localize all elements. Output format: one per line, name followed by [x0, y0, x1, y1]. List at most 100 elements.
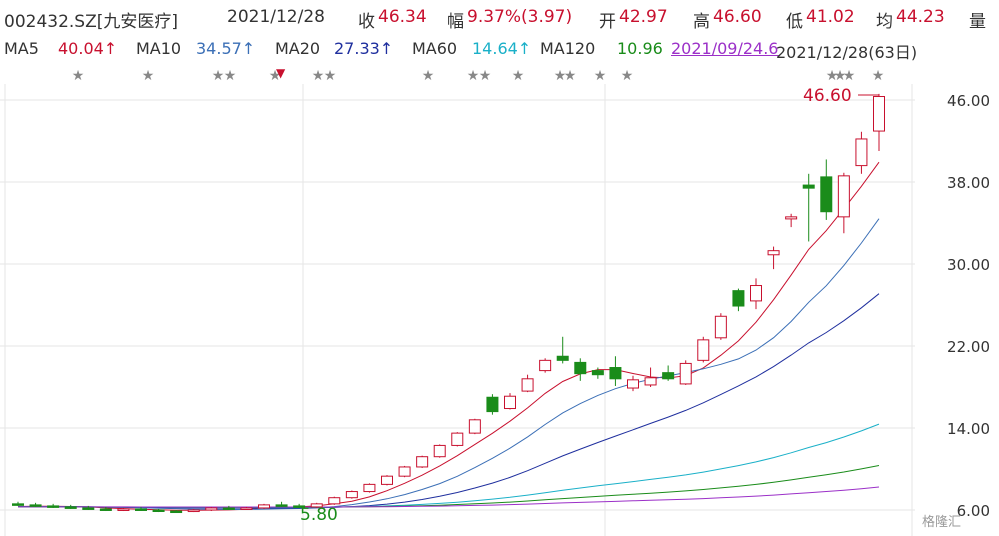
- ma250-line: [18, 486, 880, 508]
- quote-header: 002432.SZ[九安医疗] 2021/12/28 收 46.34 幅 9.3…: [0, 0, 999, 36]
- candle-body: [591, 370, 604, 376]
- event-star-icon: ★: [843, 68, 856, 84]
- ma5-value: 40.04↑: [58, 39, 118, 58]
- ma120-line: [18, 465, 880, 508]
- candle: [117, 507, 130, 512]
- ma20-value: 27.33↑: [334, 39, 394, 58]
- low-price-annotation: 5.80: [300, 505, 338, 525]
- candle: [99, 506, 112, 512]
- candle-body: [714, 315, 727, 339]
- high-value: 46.60: [713, 7, 762, 27]
- y-axis-label: 38.00: [947, 174, 990, 192]
- event-star-icon: ★: [512, 68, 525, 84]
- candle: [152, 508, 165, 513]
- candle-body: [82, 507, 95, 510]
- event-star-icon: ★: [621, 68, 634, 84]
- candle: [873, 93, 885, 152]
- high-label: 高: [693, 12, 710, 32]
- candle: [258, 503, 270, 509]
- quote-date: 2021/12/28: [227, 7, 325, 27]
- candle: [732, 288, 745, 312]
- candle: [802, 173, 815, 242]
- change-label: 幅: [447, 12, 464, 32]
- candle: [486, 394, 499, 415]
- event-star-icon: ★: [826, 68, 839, 84]
- candle-body: [205, 507, 218, 511]
- candle-body: [29, 504, 42, 507]
- chart-grid: [0, 84, 915, 536]
- candle-body: [170, 510, 183, 514]
- candle-body: [802, 184, 815, 189]
- event-star-icon: ★: [594, 68, 607, 84]
- candle-body: [275, 504, 288, 507]
- candle-body: [328, 497, 341, 505]
- ma5-line: [17, 161, 880, 511]
- candle-body: [293, 505, 306, 508]
- candle-body: [398, 466, 411, 477]
- candle: [433, 444, 446, 458]
- candle: [64, 504, 77, 509]
- event-star-icon: ★: [554, 68, 567, 84]
- candle-body: [750, 285, 762, 302]
- candle-body: [855, 138, 868, 167]
- candle-body: [416, 456, 429, 468]
- candle-body: [345, 491, 358, 499]
- candle-body: [574, 361, 587, 375]
- candle: [187, 508, 200, 513]
- candle: [627, 375, 639, 392]
- candle: [609, 356, 622, 386]
- candle: [697, 336, 710, 363]
- candle-body: [873, 96, 885, 132]
- stock-symbol[interactable]: 002432.SZ[九安医疗]: [4, 12, 179, 32]
- event-marker-icon[interactable]: ▼: [276, 66, 286, 80]
- ma60-label: MA60: [412, 39, 458, 58]
- candle-body: [12, 503, 24, 506]
- candle: [539, 358, 552, 373]
- open-value: 42.97: [619, 7, 668, 27]
- candle: [785, 213, 798, 228]
- candle-body: [521, 378, 534, 392]
- candlestick-chart[interactable]: ★ ★ ★ ★ ★ ★ ★ ★ ★ ★ ★ ★★ ★ ★ ★ ★★ ★ 46.0038.0030.0022.00…: [0, 64, 999, 536]
- moving-average-legend: MA5 40.04↑ MA10 34.57↑ MA20 27.33↑ MA60 …: [0, 36, 999, 64]
- candle-body: [820, 176, 833, 213]
- ma250-value: 2021/09/24.6: [671, 39, 779, 58]
- candle: [135, 506, 147, 512]
- low-value: 41.02: [806, 7, 855, 27]
- candle-body: [679, 362, 692, 385]
- candle-body: [662, 372, 675, 380]
- candle: [820, 159, 833, 220]
- candle: [714, 313, 727, 340]
- event-star-icon: ★: [312, 68, 325, 84]
- event-star-icon: ★: [142, 68, 155, 84]
- candle-body: [363, 483, 376, 493]
- ma120-label: MA120: [540, 39, 596, 58]
- candle: [240, 506, 253, 510]
- candle: [398, 465, 411, 478]
- watermark-logo: 格隆汇: [922, 514, 961, 530]
- candle: [416, 455, 429, 468]
- y-axis-label: 30.00: [947, 256, 990, 274]
- event-star-icon: ★: [479, 68, 492, 84]
- candle-body: [486, 396, 499, 413]
- candle-body: [539, 359, 552, 372]
- y-axis-label: 14.00: [947, 420, 990, 438]
- candle-body: [556, 355, 569, 361]
- range-label[interactable]: 2021/12/28(63日): [776, 43, 918, 62]
- candle-body: [99, 508, 112, 511]
- candle: [556, 336, 569, 364]
- candle: [767, 246, 780, 270]
- candle: [468, 418, 481, 435]
- candle-body: [152, 509, 165, 512]
- event-star-icon: ★: [422, 68, 435, 84]
- candle-body: [258, 504, 270, 509]
- ma120-value: 10.96: [617, 39, 663, 58]
- candle-body: [187, 509, 200, 513]
- candle: [644, 367, 657, 387]
- ma5-label: MA5: [4, 39, 39, 58]
- candle: [328, 496, 341, 505]
- volume-label: 量: [969, 12, 986, 32]
- candle-body: [117, 508, 130, 511]
- candle-body: [64, 506, 77, 509]
- low-label: 低: [786, 12, 803, 32]
- candles: [12, 93, 885, 514]
